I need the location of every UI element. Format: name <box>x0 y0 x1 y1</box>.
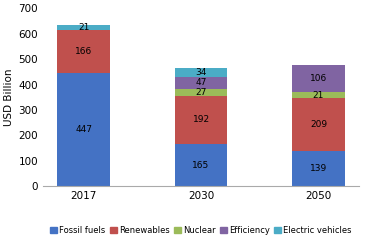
Text: 209: 209 <box>310 120 327 129</box>
Y-axis label: USD Billion: USD Billion <box>4 69 14 126</box>
Text: 21: 21 <box>313 91 324 100</box>
Bar <box>292 65 345 92</box>
Bar <box>292 92 345 98</box>
Bar <box>292 151 345 186</box>
Text: 192: 192 <box>192 115 210 125</box>
Text: 106: 106 <box>310 75 327 83</box>
Text: 165: 165 <box>192 161 210 170</box>
Bar <box>175 96 228 144</box>
Text: 47: 47 <box>195 78 207 87</box>
Text: 166: 166 <box>75 47 92 56</box>
Bar <box>175 77 228 89</box>
Legend: Fossil fuels, Renewables, Nuclear, Efficiency, Electric vehicles: Fossil fuels, Renewables, Nuclear, Effic… <box>47 223 355 238</box>
Bar <box>57 25 110 30</box>
Bar <box>175 68 228 77</box>
Bar <box>175 89 228 96</box>
Text: 27: 27 <box>195 87 207 97</box>
Bar <box>175 144 228 186</box>
Bar <box>292 98 345 151</box>
Bar <box>57 73 110 186</box>
Bar <box>57 30 110 73</box>
Text: 34: 34 <box>195 68 207 77</box>
Text: 139: 139 <box>310 164 327 173</box>
Text: 447: 447 <box>75 125 92 134</box>
Text: 21: 21 <box>78 23 89 32</box>
